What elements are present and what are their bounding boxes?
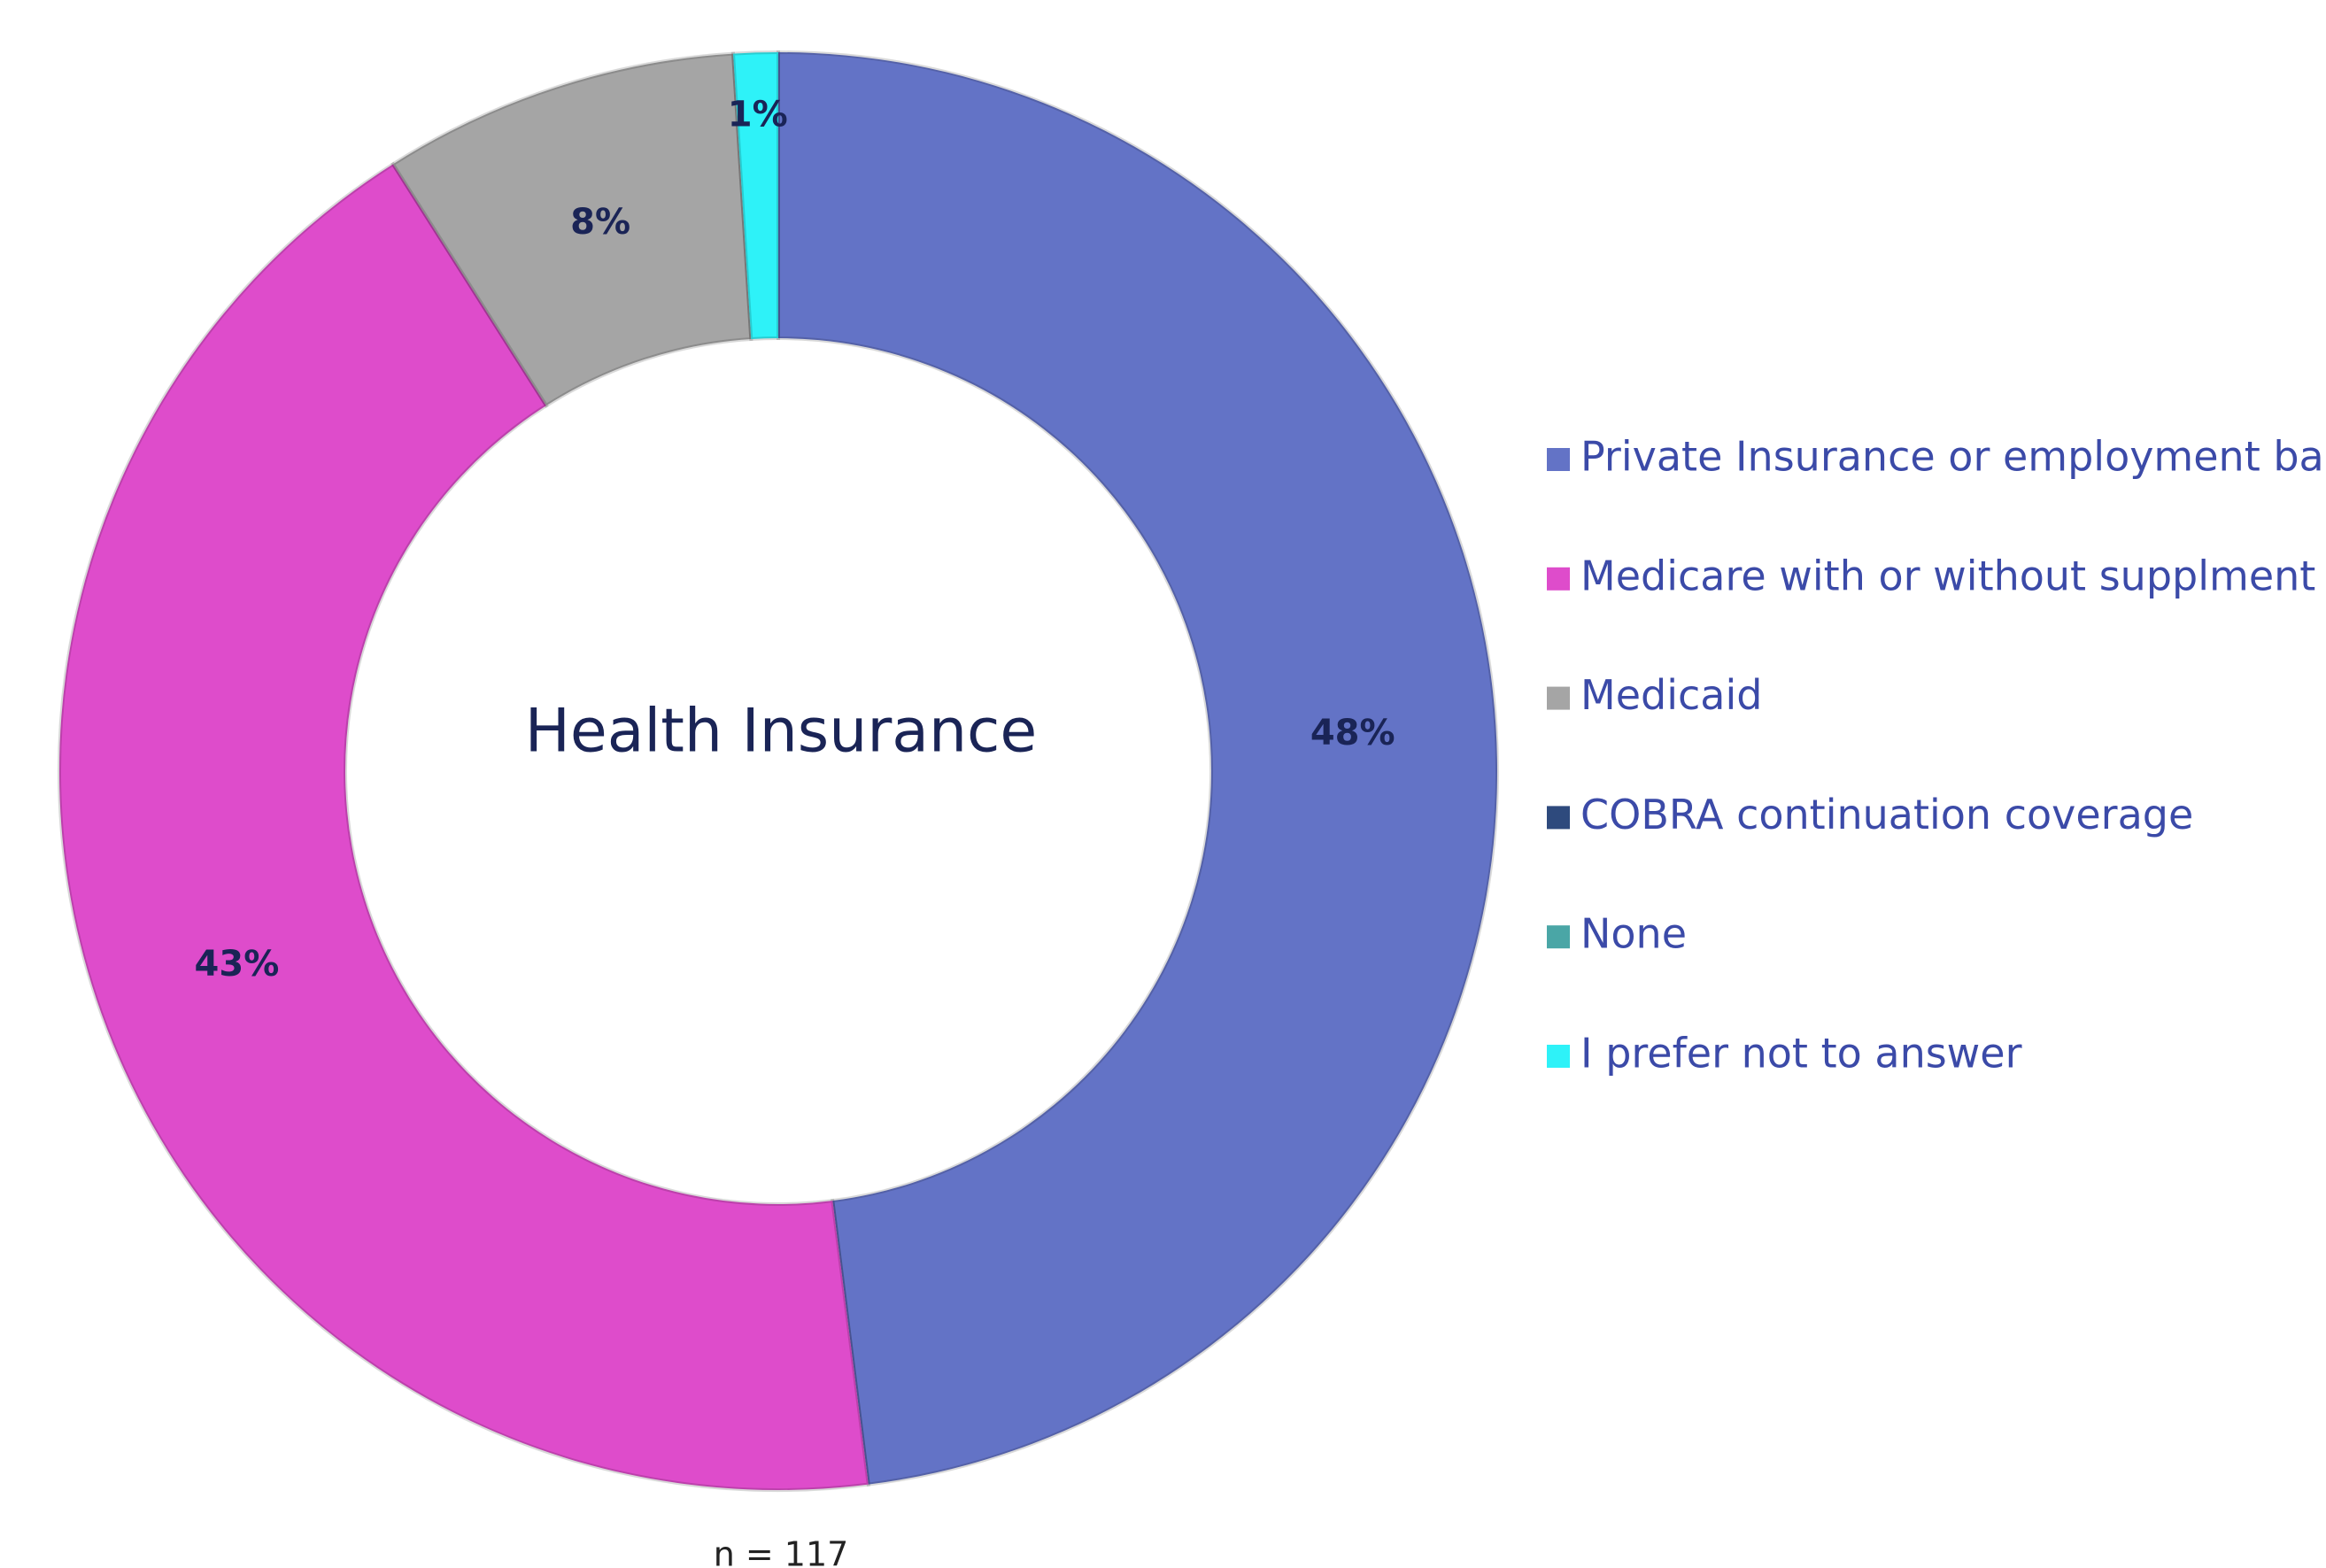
sample-note: n = 117 (714, 1535, 849, 1568)
legend-label: Medicaid (1580, 671, 1762, 719)
donut-slice (777, 50, 1500, 1487)
donut-slice (58, 161, 871, 1492)
legend-swatch (1547, 1045, 1570, 1068)
donut-slice (390, 51, 753, 408)
legend-swatch (1547, 448, 1570, 471)
legend-swatch (1547, 925, 1570, 949)
data-label: 48% (1310, 713, 1395, 753)
donut-slice (730, 50, 780, 342)
legend-label: COBRA continuation coverage (1580, 791, 2193, 838)
legend-label: I prefer not to answer (1580, 1030, 2022, 1078)
legend-label: Private Insurance or employment based (1580, 433, 2326, 481)
legend-swatch (1547, 686, 1570, 710)
legend-label: None (1580, 910, 1687, 958)
data-label: 1% (728, 94, 788, 135)
data-label: 8% (570, 202, 630, 243)
data-label: 43% (195, 944, 280, 985)
legend-swatch (1547, 806, 1570, 830)
chart-title: Health Insurance (525, 697, 1038, 767)
legend-label: Medicare with or without supplment (1580, 552, 2315, 599)
legend-swatch (1547, 567, 1570, 591)
